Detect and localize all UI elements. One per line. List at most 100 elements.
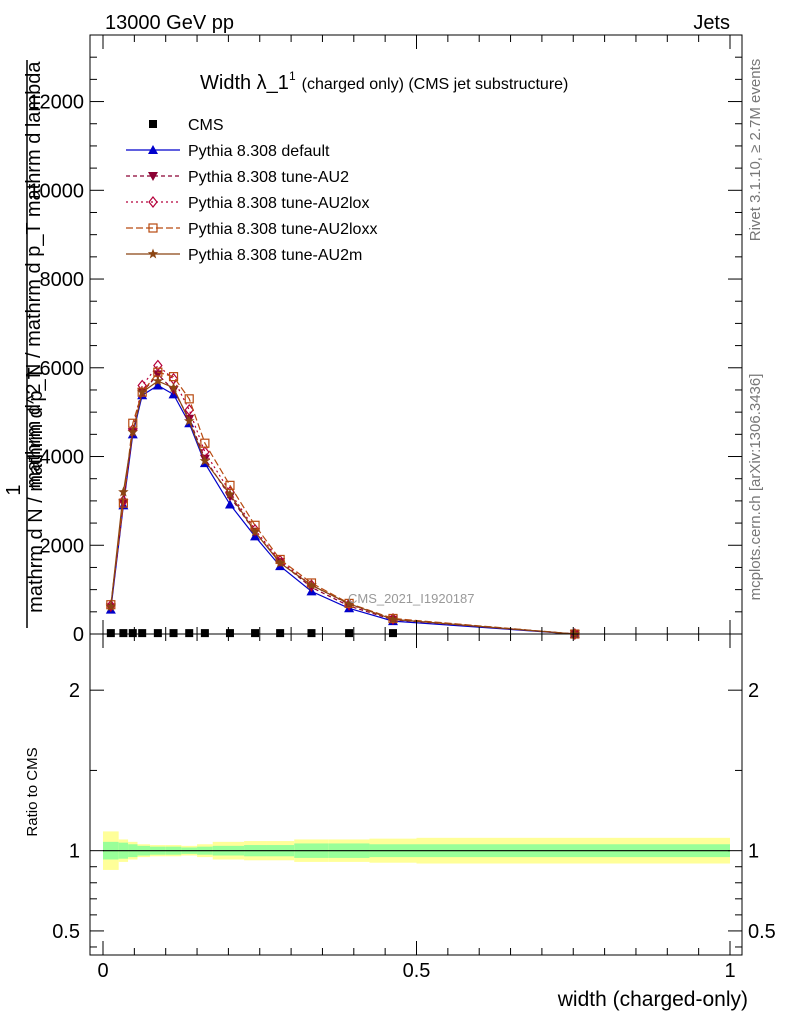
data-point (118, 486, 129, 497)
data-point (105, 600, 117, 611)
data-point (138, 629, 147, 638)
data-point (276, 629, 285, 638)
data-point (200, 438, 210, 448)
series-5 (105, 375, 581, 639)
legend-item: Pythia 8.308 tune-AU2loxx (126, 221, 377, 238)
data-point (184, 403, 194, 416)
data-point (274, 557, 286, 568)
rivet-version-label: Rivet 3.1.10, ≥ 2.7M events (747, 59, 764, 242)
y-tick-label: 4000 (40, 447, 85, 469)
data-point (199, 455, 211, 466)
header-right: Jets (693, 12, 730, 34)
y-axis-label-den: mathrm d N / mathrm d p_T (25, 367, 47, 613)
data-point (345, 629, 354, 638)
ratio-y-tick-label-right: 1 (748, 841, 759, 863)
x-tick-label: 0 (97, 960, 108, 982)
data-point (169, 629, 178, 638)
y-axis-label-right: mathrm d^2 N / mathrm d p_T mathrm d lam… (23, 61, 45, 489)
data-point (251, 629, 260, 638)
data-point (152, 375, 164, 386)
y-tick-label: 12000 (28, 92, 84, 114)
legend-label: CMS (188, 117, 224, 134)
legend-marker (149, 120, 157, 128)
data-point (136, 386, 148, 397)
data-point (153, 359, 163, 372)
series-2 (105, 370, 580, 639)
data-point (127, 426, 139, 437)
legend-label: Pythia 8.308 tune-AU2m (188, 247, 362, 264)
legend-label: Pythia 8.308 tune-AU2 (188, 169, 349, 186)
series-line (110, 373, 575, 635)
data-point (306, 583, 317, 593)
legend-marker (148, 145, 158, 154)
legend-label: Pythia 8.308 tune-AU2loxx (188, 221, 377, 238)
data-point (168, 382, 179, 393)
chart-title: Width λ_11 (charged only) (CMS jet substr… (200, 69, 568, 94)
data-point (183, 415, 195, 426)
data-point (153, 629, 162, 638)
data-point (200, 629, 209, 638)
ratio-frame (89, 633, 743, 956)
legend: CMS Pythia 8.308 default Pythia 8.308 tune… (126, 117, 377, 264)
legend-item: Pythia 8.308 tune-AU2lox (126, 195, 369, 212)
y-tick-label: 10000 (28, 180, 84, 202)
header-left: 13000 GeV pp (105, 12, 234, 34)
legend-label: Pythia 8.308 default (188, 143, 330, 160)
ratio-y-tick-label-right: 0.5 (748, 921, 776, 943)
data-point (185, 629, 194, 638)
ratio-y-tick-label-right: 2 (748, 680, 759, 702)
data-point (119, 629, 128, 638)
data-point (343, 598, 355, 609)
legend-item: Pythia 8.308 tune-AU2 (126, 169, 349, 186)
data-point (224, 499, 235, 509)
data-point (168, 372, 179, 382)
data-point (569, 628, 581, 639)
watermark: CMS_2021_I1920187 (348, 591, 475, 606)
data-point (168, 385, 179, 395)
y-axis-label-num: 1 (3, 484, 25, 495)
y-tick-label: 2000 (40, 535, 85, 557)
series-4 (106, 367, 580, 639)
legend-marker (148, 172, 158, 181)
data-point (388, 629, 397, 638)
chart-title-note: (charged only) (CMS jet substructure) (302, 76, 569, 93)
legend-marker (148, 223, 158, 233)
ratio-y-axis-label: Ratio to CMS (24, 747, 41, 836)
ratio-y-tick-label: 0.5 (52, 921, 80, 943)
data-point (307, 629, 316, 638)
data-point (118, 498, 128, 508)
data-point (225, 629, 234, 638)
chart-title-main: Width λ_1 (200, 72, 289, 94)
data-point (387, 613, 399, 624)
x-tick-label: 0.5 (403, 960, 431, 982)
series-layer (105, 359, 581, 640)
legend-item: Pythia 8.308 tune-AU2m (126, 247, 362, 264)
y-tick-label: 0 (73, 624, 84, 646)
legend-label: Pythia 8.308 tune-AU2lox (188, 195, 369, 212)
data-point (106, 629, 115, 638)
legend-marker (148, 196, 158, 208)
y-tick-label: 6000 (40, 358, 85, 380)
ratio-panel (103, 831, 730, 870)
y-tick-label: 8000 (40, 269, 85, 291)
data-point (184, 394, 194, 404)
legend-marker (147, 248, 159, 259)
series-line (110, 371, 575, 635)
x-axis-label: width (charged-only) (557, 988, 748, 1011)
data-point (152, 380, 163, 390)
ratio-y-tick-label: 1 (69, 841, 80, 863)
series-line (110, 384, 575, 635)
data-point (128, 629, 137, 638)
data-point (224, 488, 236, 499)
axes-layer: 0 2000 4000 6000 8000 10000 12000 0.5 0.5 1 1 2 2 0 0.… (28, 34, 776, 982)
ratio-y-tick-label: 2 (69, 680, 80, 702)
legend-item: CMS (149, 117, 224, 134)
data-point (106, 599, 116, 612)
data-point (306, 579, 317, 590)
x-tick-label: 1 (724, 960, 735, 982)
series-line (110, 380, 575, 635)
chart-title-sup: 1 (289, 69, 296, 83)
legend-item: Pythia 8.308 default (126, 143, 330, 160)
data-point (249, 526, 261, 537)
